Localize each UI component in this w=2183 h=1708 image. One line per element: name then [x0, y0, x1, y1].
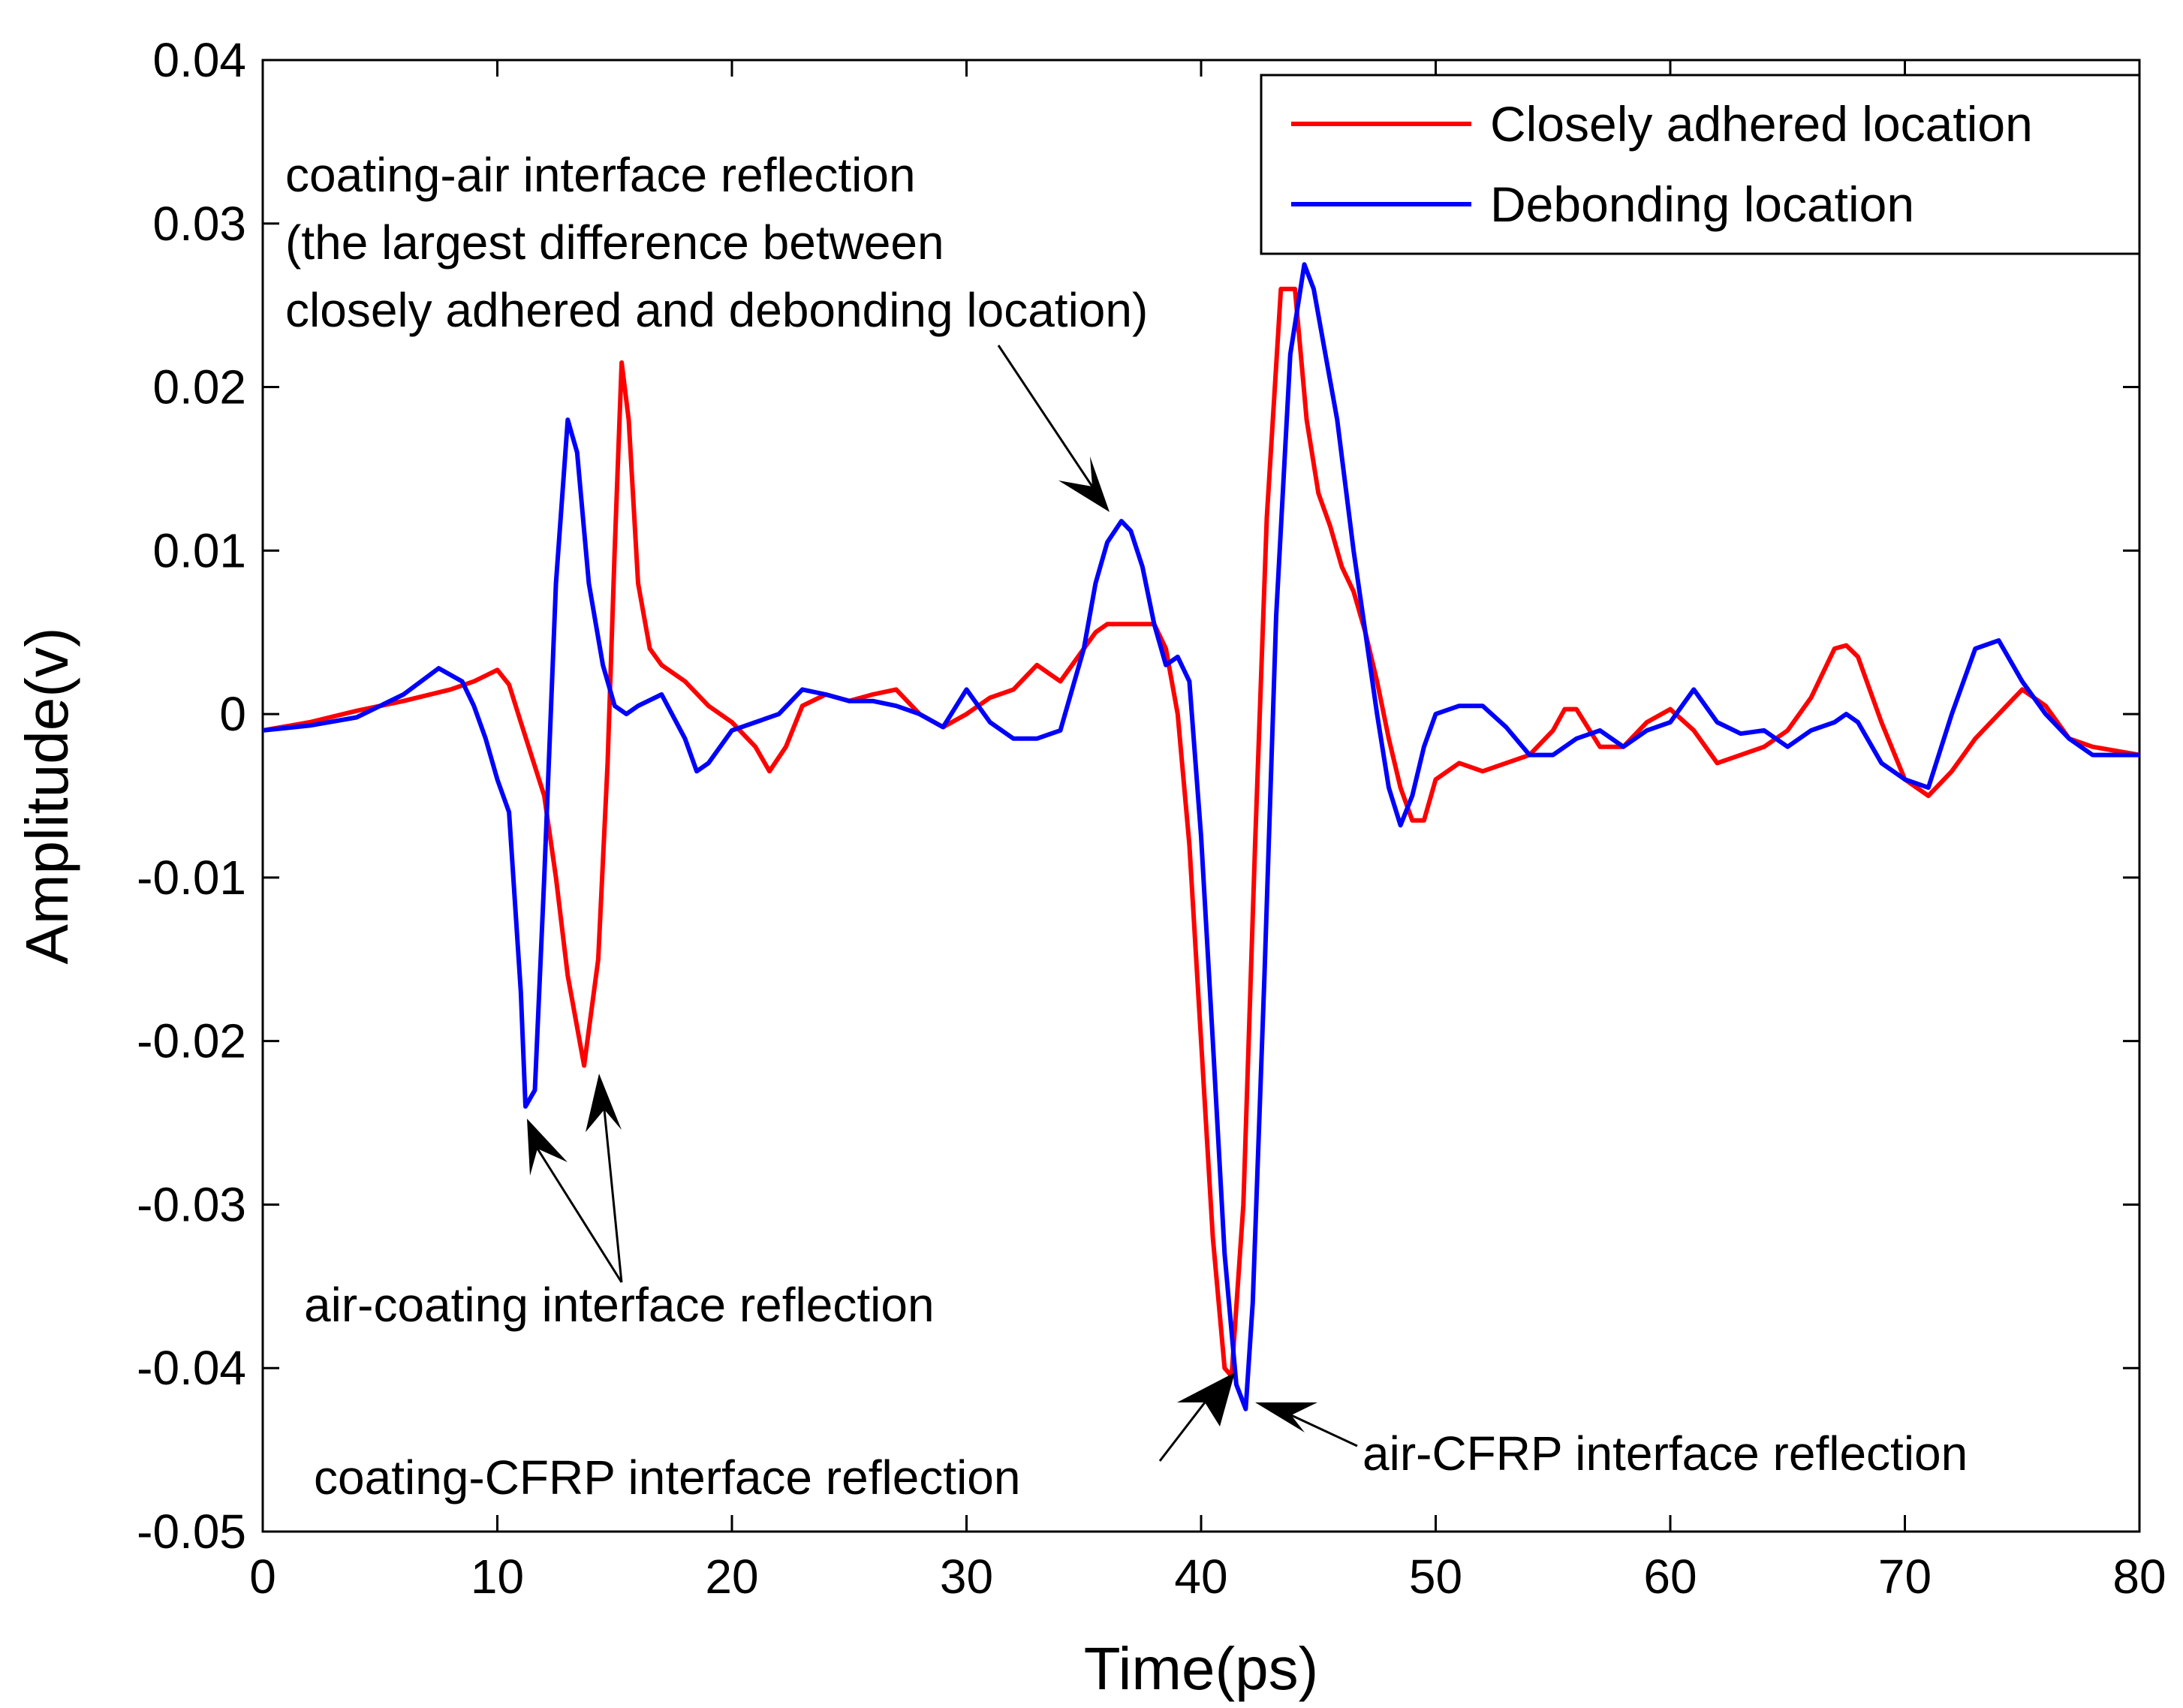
x-axis-ticks: 0 10 20 30 40 50 60 70 80	[249, 60, 2166, 1604]
x-tick-label: 30	[940, 1550, 993, 1604]
x-tick-label: 50	[1409, 1550, 1462, 1604]
annotation-arrowhead	[1058, 456, 1110, 512]
y-tick-label: 0	[219, 687, 246, 741]
annotation-arrowhead	[1255, 1402, 1317, 1432]
annotation-arrow-line	[603, 1109, 623, 1283]
series-line-closely-adhered	[263, 286, 2139, 1379]
y-tick-label: 0.03	[152, 197, 246, 251]
x-tick-label: 40	[1174, 1550, 1227, 1604]
y-tick-label: 0.02	[152, 360, 246, 414]
x-tick-label: 20	[705, 1550, 758, 1604]
annotation-text: closely adhered and debonding location)	[285, 283, 1148, 337]
annotation-text: coating-air interface reflection	[285, 148, 916, 202]
series-line-debonding	[263, 262, 2139, 1411]
x-tick-label: 70	[1878, 1550, 1932, 1604]
annotation-arrow-line	[1158, 1402, 1206, 1462]
legend-label-debonding: Debonding location	[1490, 176, 1914, 232]
y-axis-label: Amplitude(v)	[14, 627, 80, 964]
y-tick-label: -0.01	[137, 851, 246, 905]
x-axis-label: Time(ps)	[1084, 1635, 1319, 1702]
annotation-text: (the largest difference between	[285, 215, 944, 270]
annotation-arrowhead	[527, 1119, 568, 1176]
annotation-arrow-line	[1290, 1414, 1358, 1447]
x-tick-label: 80	[2112, 1550, 2166, 1604]
x-tick-label: 60	[1643, 1550, 1697, 1604]
x-tick-label: 10	[471, 1550, 524, 1604]
legend: Closely adhered location Debonding locat…	[1260, 74, 2141, 255]
y-tick-label: -0.04	[137, 1341, 246, 1395]
annotation-arrow-line	[997, 345, 1094, 487]
annotation-coating-cfrp: coating-CFRP interface reflection	[314, 1372, 1235, 1505]
y-tick-label: -0.05	[137, 1505, 246, 1559]
y-tick-label: 0.04	[152, 33, 246, 87]
annotation-text: coating-CFRP interface reflection	[314, 1450, 1020, 1505]
annotation-text: air-coating interface reflection	[304, 1278, 935, 1332]
annotation-air-cfrp: air-CFRP interface reflection	[1255, 1402, 1968, 1481]
x-tick-label: 0	[249, 1550, 276, 1604]
annotation-text: air-CFRP interface reflection	[1362, 1426, 1968, 1481]
y-tick-label: -0.03	[137, 1177, 246, 1231]
series-layer	[263, 262, 2139, 1411]
plot-area	[261, 59, 2141, 1533]
y-axis-ticks: 0.04 0.03 0.02 0.01 0 -0.01 -0.02 -0.03 -0.04 -0.…	[137, 33, 2139, 1559]
legend-label-closely-adhered: Closely adhered location	[1490, 96, 2033, 152]
annotation-arrow-line	[536, 1148, 623, 1283]
annotation-arrowhead	[586, 1074, 622, 1132]
annotation-coating-air: coating-air interface reflection (the la…	[285, 148, 1148, 512]
y-tick-label: -0.02	[137, 1014, 246, 1068]
annotation-air-coating: air-coating interface reflection	[304, 1074, 935, 1332]
y-tick-label: 0.01	[152, 523, 246, 577]
legend-box	[1260, 74, 2141, 255]
annotation-arrowhead	[1177, 1372, 1235, 1426]
